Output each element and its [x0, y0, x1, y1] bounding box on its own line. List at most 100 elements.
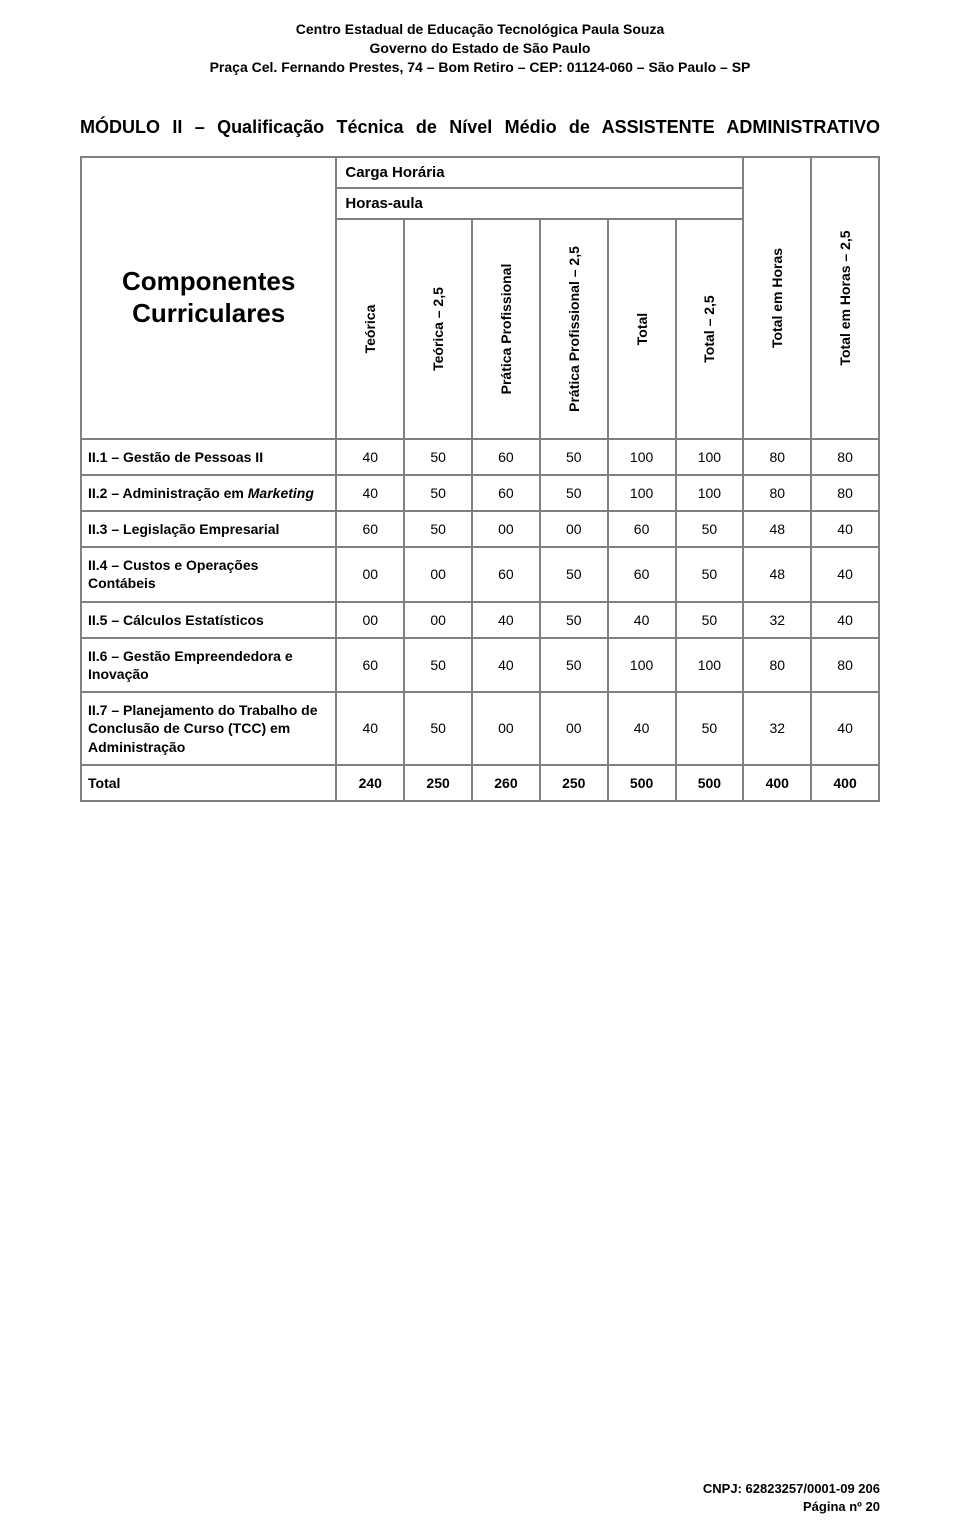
table-row: II.3 – Legislação Empresarial60500000605… [81, 511, 879, 547]
cell-value: 50 [540, 547, 608, 601]
cell-value: 00 [404, 547, 472, 601]
cell-value: 60 [472, 547, 540, 601]
cell-value: 80 [811, 638, 879, 692]
cell-value: 240 [336, 765, 404, 801]
cell-value: 100 [676, 439, 744, 475]
page-footer: CNPJ: 62823257/0001-09 206 Página nº 20 [703, 1480, 880, 1516]
cell-value: 100 [608, 475, 676, 511]
curriculum-table: Componentes Curriculares Carga Horária T… [80, 156, 880, 802]
col-head-6: Total – 2,5 [676, 219, 744, 439]
cell-value: 50 [404, 475, 472, 511]
cell-value: 60 [608, 511, 676, 547]
cell-value: 50 [540, 602, 608, 638]
row-label: Total [81, 765, 336, 801]
cell-value: 100 [608, 439, 676, 475]
cell-value: 40 [472, 602, 540, 638]
cell-value: 00 [540, 692, 608, 765]
cell-value: 00 [472, 511, 540, 547]
cell-value: 50 [540, 475, 608, 511]
cell-value: 00 [404, 602, 472, 638]
row-label: II.1 – Gestão de Pessoas II [81, 439, 336, 475]
row-label: II.5 – Cálculos Estatísticos [81, 602, 336, 638]
col-head-3: Prática Profissional [472, 219, 540, 439]
cell-value: 60 [336, 638, 404, 692]
module-title: MÓDULO II – Qualificação Técnica de Níve… [80, 117, 880, 138]
table-row: II.4 – Custos e Operações Contábeis00006… [81, 547, 879, 601]
cell-value: 80 [743, 475, 811, 511]
col-head-5: Total [608, 219, 676, 439]
cell-value: 00 [336, 602, 404, 638]
cell-value: 60 [472, 439, 540, 475]
cell-value: 00 [336, 547, 404, 601]
cell-value: 50 [404, 638, 472, 692]
col-head-8: Total em Horas – 2,5 [811, 157, 879, 439]
cell-value: 50 [404, 439, 472, 475]
cell-value: 40 [336, 692, 404, 765]
row-label: II.6 – Gestão Empreendedora e Inovação [81, 638, 336, 692]
document-header: Centro Estadual de Educação Tecnológica … [80, 20, 880, 77]
row-label: II.2 – Administração em Marketing [81, 475, 336, 511]
components-label-cell: Componentes Curriculares [81, 157, 336, 439]
cell-value: 32 [743, 692, 811, 765]
table-row: II.7 – Planejamento do Trabalho de Concl… [81, 692, 879, 765]
cell-value: 100 [676, 638, 744, 692]
cell-value: 40 [472, 638, 540, 692]
cell-value: 80 [743, 638, 811, 692]
col-head-2: Teórica – 2,5 [404, 219, 472, 439]
cell-value: 32 [743, 602, 811, 638]
cell-value: 80 [811, 475, 879, 511]
table-row: II.1 – Gestão de Pessoas II4050605010010… [81, 439, 879, 475]
col-head-7: Total em Horas [743, 157, 811, 439]
cell-value: 40 [811, 692, 879, 765]
table-row: II.6 – Gestão Empreendedora e Inovação60… [81, 638, 879, 692]
cell-value: 250 [404, 765, 472, 801]
cell-value: 40 [608, 692, 676, 765]
cell-value: 100 [608, 638, 676, 692]
row-label: II.4 – Custos e Operações Contábeis [81, 547, 336, 601]
cell-value: 50 [404, 511, 472, 547]
cell-value: 48 [743, 547, 811, 601]
cell-value: 50 [676, 511, 744, 547]
col-head-4: Prática Profissional – 2,5 [540, 219, 608, 439]
cell-value: 40 [811, 602, 879, 638]
header-line-2: Governo do Estado de São Paulo [80, 39, 880, 58]
footer-cnpj: CNPJ: 62823257/0001-09 206 [703, 1480, 880, 1498]
cell-value: 50 [540, 638, 608, 692]
cell-value: 48 [743, 511, 811, 547]
cell-value: 100 [676, 475, 744, 511]
row-label: II.3 – Legislação Empresarial [81, 511, 336, 547]
header-line-1: Centro Estadual de Educação Tecnológica … [80, 20, 880, 39]
cell-value: 40 [336, 475, 404, 511]
cell-value: 400 [743, 765, 811, 801]
cell-value: 00 [472, 692, 540, 765]
cell-value: 60 [608, 547, 676, 601]
cell-value: 50 [404, 692, 472, 765]
cell-value: 80 [811, 439, 879, 475]
cell-value: 50 [676, 692, 744, 765]
page: Centro Estadual de Educação Tecnológica … [0, 0, 960, 1540]
header-line-3: Praça Cel. Fernando Prestes, 74 – Bom Re… [80, 58, 880, 77]
cell-value: 500 [676, 765, 744, 801]
cell-value: 40 [811, 511, 879, 547]
cell-value: 50 [540, 439, 608, 475]
cell-value: 80 [743, 439, 811, 475]
cell-value: 50 [676, 602, 744, 638]
carga-horaria-label: Carga Horária [336, 157, 743, 188]
footer-page: Página nº 20 [703, 1498, 880, 1516]
cell-value: 40 [811, 547, 879, 601]
cell-value: 500 [608, 765, 676, 801]
components-label: Componentes Curriculares [92, 266, 325, 328]
cell-value: 250 [540, 765, 608, 801]
cell-value: 60 [336, 511, 404, 547]
table-row: II.5 – Cálculos Estatísticos000040504050… [81, 602, 879, 638]
cell-value: 60 [472, 475, 540, 511]
col-head-1: Teórica [336, 219, 404, 439]
table-header-row-1: Componentes Curriculares Carga Horária T… [81, 157, 879, 188]
table-total-row: Total240250260250500500400400 [81, 765, 879, 801]
horas-aula-label: Horas-aula [336, 188, 743, 219]
cell-value: 260 [472, 765, 540, 801]
cell-value: 400 [811, 765, 879, 801]
cell-value: 40 [608, 602, 676, 638]
row-label: II.7 – Planejamento do Trabalho de Concl… [81, 692, 336, 765]
cell-value: 50 [676, 547, 744, 601]
